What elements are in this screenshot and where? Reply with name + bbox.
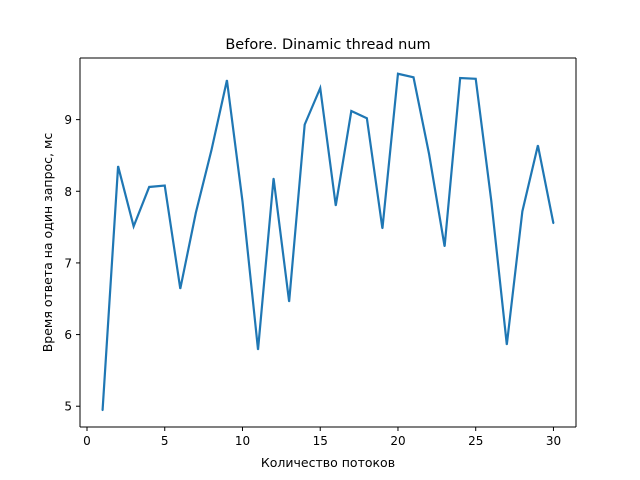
- data-point: [133, 225, 135, 227]
- data-point: [179, 288, 181, 290]
- data-point: [210, 149, 212, 152]
- y-tick-label: 6: [64, 328, 72, 342]
- plot-area: [80, 58, 576, 427]
- data-point: [257, 349, 259, 351]
- chart-title: Before. Dinamic thread num: [225, 37, 430, 53]
- data-point: [164, 184, 166, 187]
- data-point: [552, 222, 555, 225]
- series-line: [101, 72, 555, 411]
- data-point: [475, 78, 477, 80]
- data-point: [428, 153, 430, 155]
- y-axis-label: Время ответа на один запрос, мс: [40, 133, 55, 353]
- data-point: [117, 165, 119, 167]
- data-point: [304, 124, 306, 126]
- data-point: [397, 73, 399, 75]
- data-point: [537, 144, 539, 147]
- data-point: [444, 245, 446, 248]
- data-point: [521, 210, 523, 212]
- data-point: [381, 227, 384, 230]
- x-axis-label: Количество потоков: [261, 455, 395, 470]
- data-point: [195, 212, 197, 214]
- y-tick-label: 8: [64, 185, 72, 199]
- x-axis-ticks: 0 5 10 15 20 25 30: [83, 427, 561, 448]
- series-layer: [101, 72, 555, 412]
- data-point: [319, 87, 321, 89]
- data-point: [366, 117, 368, 119]
- data-point: [226, 79, 228, 81]
- data-point: [272, 177, 275, 179]
- y-tick-label: 7: [64, 256, 72, 270]
- x-tick-label: 0: [83, 434, 91, 448]
- data-point: [335, 205, 337, 207]
- y-axis-ticks: 5 6 7 8 9: [64, 113, 80, 414]
- data-point: [490, 199, 492, 202]
- x-tick-label: 10: [235, 434, 250, 448]
- data-point: [412, 76, 415, 78]
- x-tick-label: 25: [468, 434, 483, 448]
- y-tick-label: 5: [64, 400, 72, 414]
- y-tick-label: 9: [64, 113, 72, 127]
- data-point: [288, 301, 290, 303]
- data-point: [459, 77, 461, 79]
- x-tick-label: 30: [546, 434, 561, 448]
- x-tick-label: 20: [390, 434, 405, 448]
- x-tick-label: 5: [161, 434, 169, 448]
- data-point: [101, 409, 104, 412]
- data-point: [241, 200, 244, 202]
- x-tick-label: 15: [313, 434, 328, 448]
- data-point: [506, 344, 508, 346]
- data-point: [148, 186, 150, 188]
- data-point: [350, 110, 352, 112]
